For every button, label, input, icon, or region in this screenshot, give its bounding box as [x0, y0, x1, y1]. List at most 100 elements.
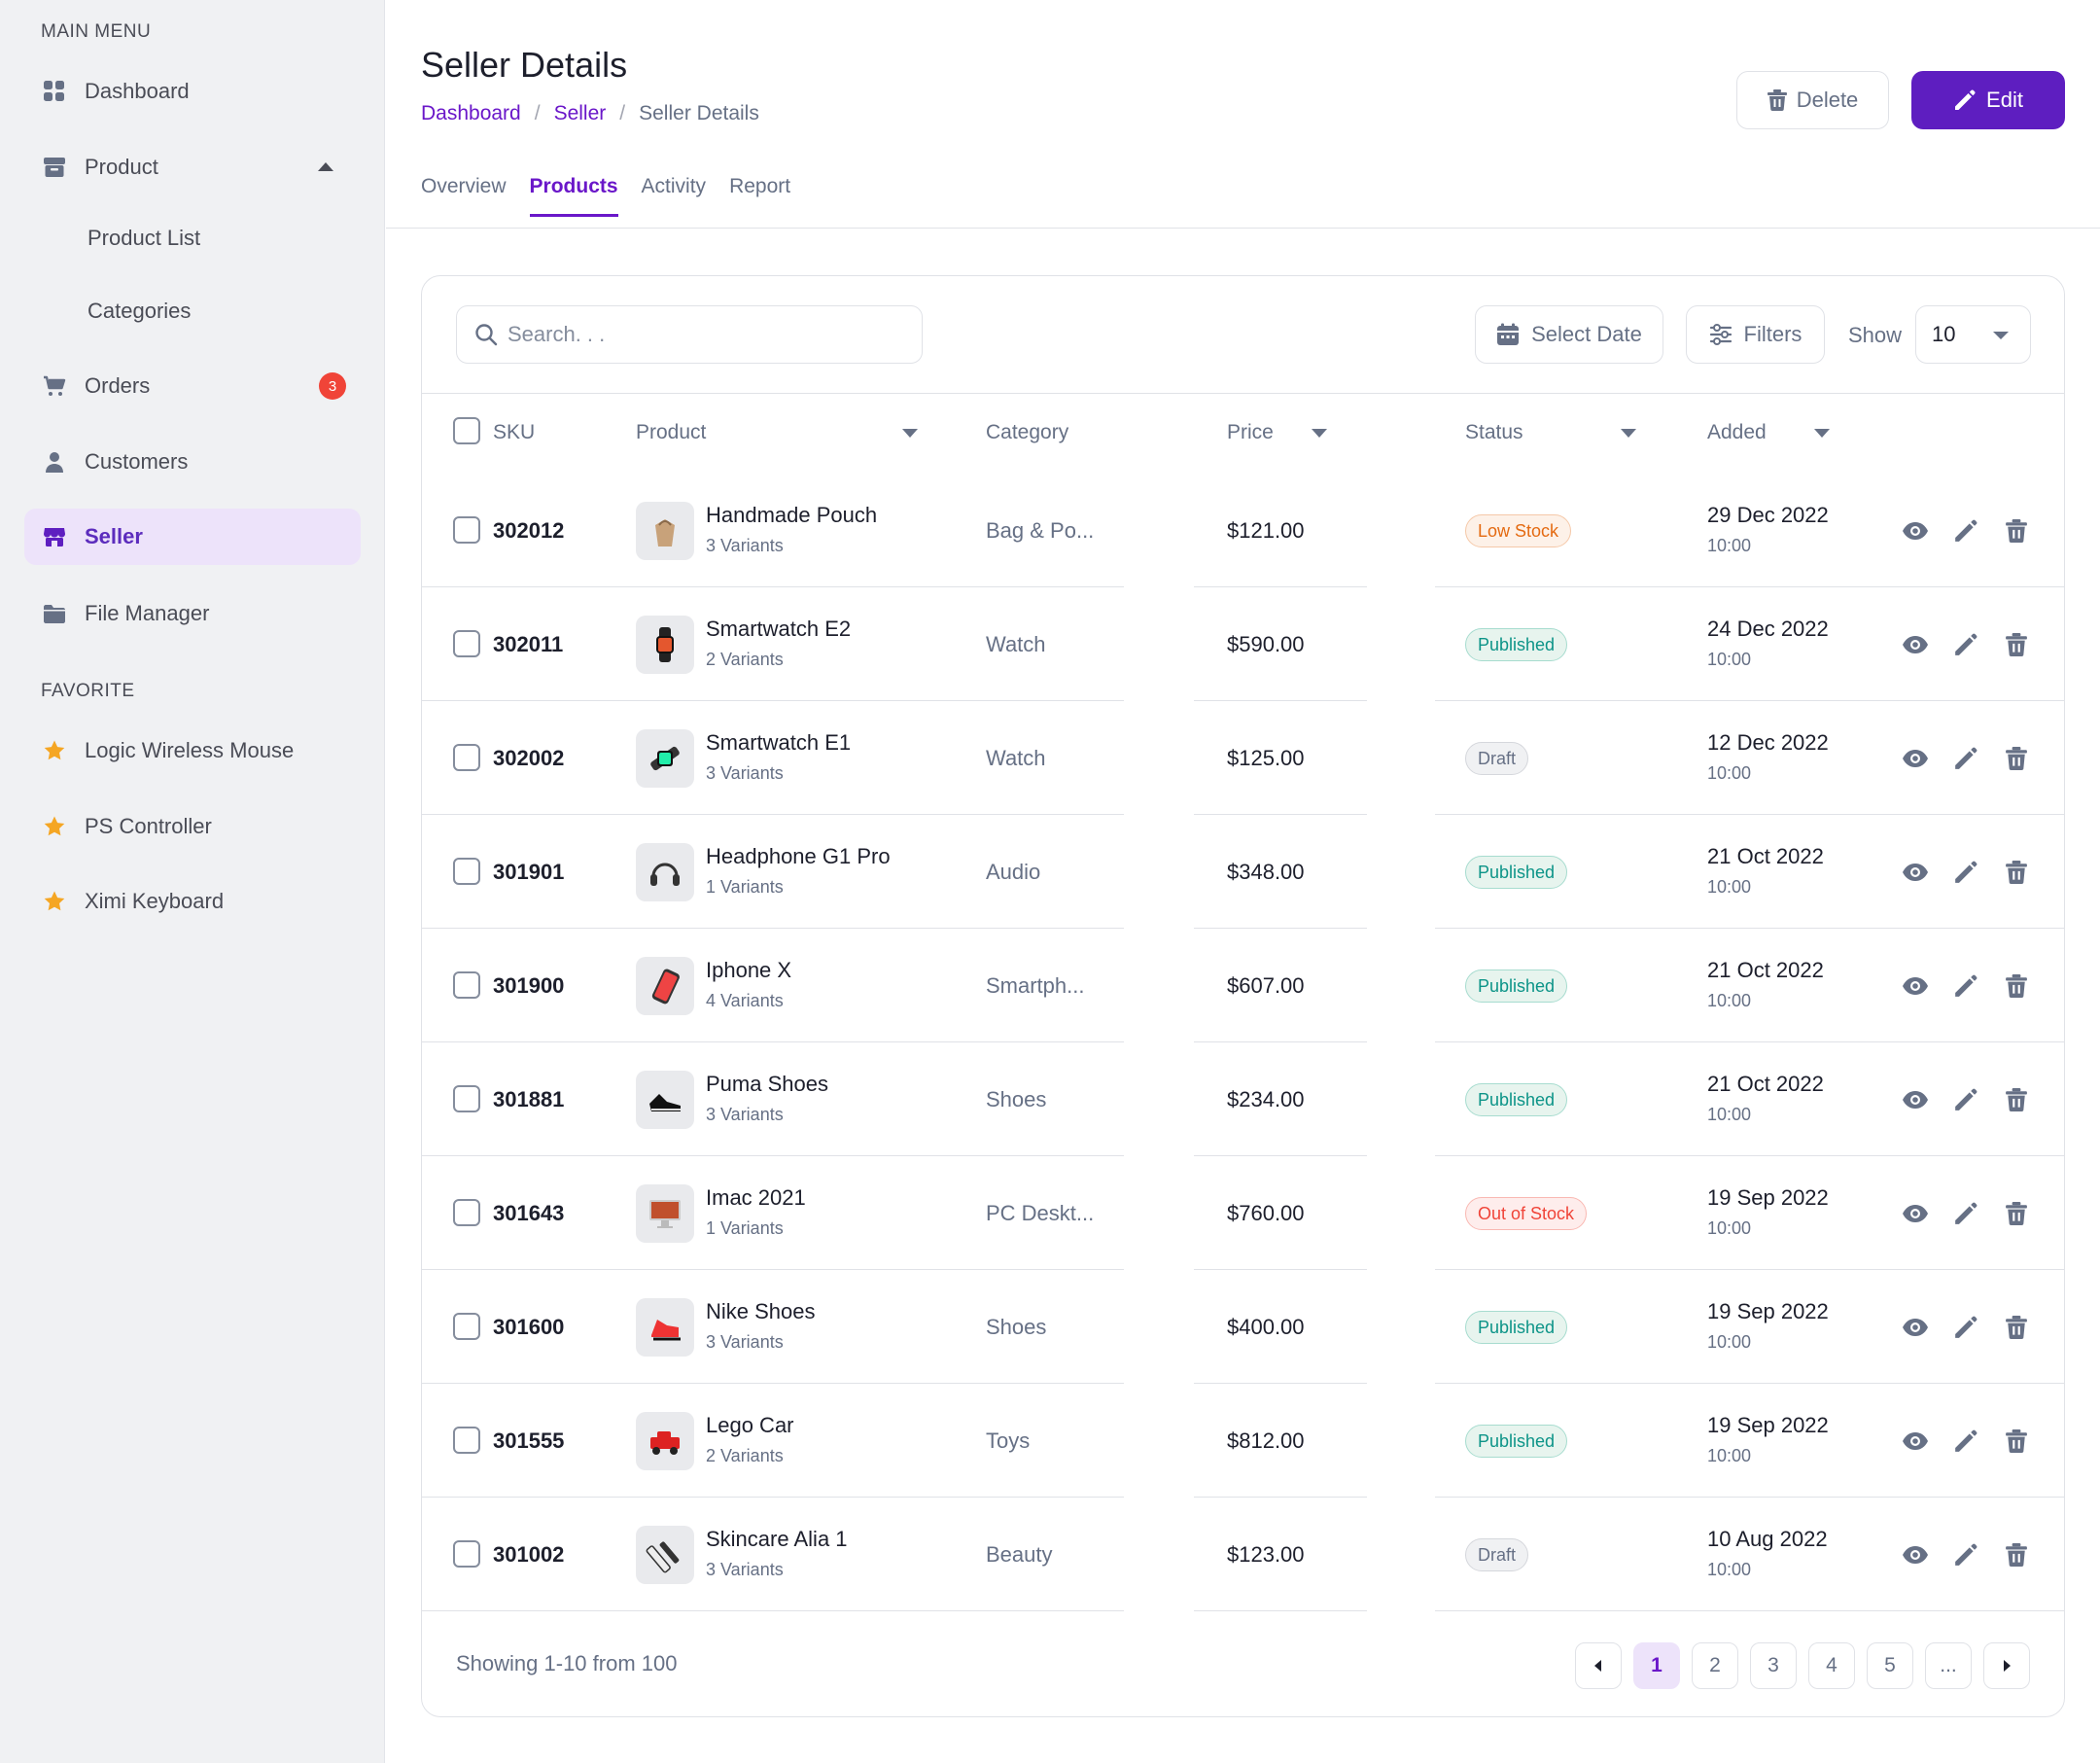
breadcrumb-seller[interactable]: Seller — [553, 102, 607, 124]
breadcrumb-dashboard[interactable]: Dashboard — [421, 102, 521, 124]
sidebar-subitem-categories[interactable]: Categories — [88, 299, 192, 323]
page-4-button[interactable]: 4 — [1808, 1642, 1855, 1689]
trash-icon[interactable] — [2001, 1539, 2032, 1570]
product-name[interactable]: Iphone X — [706, 958, 792, 982]
table-row[interactable]: 301002 Skincare Alia 1 3 Variants Beauty $12… — [422, 1498, 2064, 1611]
column-header-price[interactable]: Price — [1227, 421, 1274, 443]
trash-icon[interactable] — [2001, 857, 2032, 888]
trash-icon[interactable] — [2001, 629, 2032, 660]
eye-icon[interactable] — [1900, 1198, 1931, 1229]
eye-icon[interactable] — [1900, 857, 1931, 888]
pencil-icon[interactable] — [1950, 1084, 1981, 1115]
row-checkbox[interactable] — [453, 630, 480, 657]
pencil-icon[interactable] — [1950, 743, 1981, 774]
table-row[interactable]: 301881 Puma Shoes 3 Variants Shoes $234.00 Pu… — [422, 1042, 2064, 1156]
trash-icon[interactable] — [2001, 515, 2032, 547]
table-row[interactable]: 301600 Nike Shoes 3 Variants Shoes $400.00 Pu… — [422, 1270, 2064, 1384]
tab-overview[interactable]: Overview — [421, 175, 507, 197]
row-checkbox[interactable] — [453, 1199, 480, 1226]
trash-icon[interactable] — [2001, 1312, 2032, 1343]
page-2-button[interactable]: 2 — [1692, 1642, 1738, 1689]
eye-icon[interactable] — [1900, 970, 1931, 1002]
page-1-button[interactable]: 1 — [1633, 1642, 1680, 1689]
column-header-status[interactable]: Status — [1465, 421, 1523, 443]
trash-icon[interactable] — [2001, 1198, 2032, 1229]
pencil-icon[interactable] — [1950, 1312, 1981, 1343]
column-header-sku[interactable]: SKU — [493, 421, 536, 443]
filters-button[interactable]: Filters — [1686, 305, 1825, 364]
row-checkbox[interactable] — [453, 516, 480, 544]
sidebar-item-seller[interactable]: Seller — [24, 509, 361, 565]
column-header-category[interactable]: Category — [986, 421, 1069, 443]
page-ellipsis-button[interactable]: ... — [1925, 1642, 1972, 1689]
sort-added-icon[interactable] — [1814, 429, 1830, 438]
row-checkbox[interactable] — [453, 1085, 480, 1112]
eye-icon[interactable] — [1900, 1312, 1931, 1343]
product-name[interactable]: Skincare Alia 1 — [706, 1527, 848, 1551]
pencil-icon[interactable] — [1950, 970, 1981, 1002]
pencil-icon[interactable] — [1950, 1426, 1981, 1457]
favorite-item-ps-controller[interactable]: PS Controller — [24, 798, 361, 855]
row-checkbox[interactable] — [453, 1313, 480, 1340]
row-checkbox[interactable] — [453, 858, 480, 885]
product-name[interactable]: Headphone G1 Pro — [706, 844, 891, 868]
table-row[interactable]: 301643 Imac 2021 1 Variants PC Deskt... $760… — [422, 1156, 2064, 1270]
column-header-product[interactable]: Product — [636, 421, 707, 443]
tab-report[interactable]: Report — [729, 175, 791, 197]
product-name[interactable]: Nike Shoes — [706, 1299, 816, 1323]
next-page-button[interactable] — [1983, 1642, 2030, 1689]
product-name[interactable]: Smartwatch E2 — [706, 617, 852, 641]
row-checkbox[interactable] — [453, 1540, 480, 1568]
eye-icon[interactable] — [1900, 1084, 1931, 1115]
eye-icon[interactable] — [1900, 1426, 1931, 1457]
sidebar-item-orders[interactable]: Orders 3 — [24, 358, 361, 414]
trash-icon[interactable] — [2001, 1426, 2032, 1457]
row-checkbox[interactable] — [453, 971, 480, 999]
table-row[interactable]: 302002 Smartwatch E1 3 Variants Watch $125.0… — [422, 701, 2064, 815]
product-name[interactable]: Lego Car — [706, 1413, 794, 1437]
table-row[interactable]: 301901 Headphone G1 Pro 1 Variants Audio $34… — [422, 815, 2064, 929]
row-checkbox[interactable] — [453, 744, 480, 771]
pencil-icon[interactable] — [1950, 629, 1981, 660]
table-row[interactable]: 302011 Smartwatch E2 2 Variants Watch $590.0… — [422, 587, 2064, 701]
search-input[interactable]: Search. . . — [456, 305, 923, 364]
prev-page-button[interactable] — [1575, 1642, 1622, 1689]
column-header-added[interactable]: Added — [1707, 421, 1767, 443]
tab-products[interactable]: Products — [529, 175, 618, 217]
sidebar-item-customers[interactable]: Customers — [24, 434, 361, 490]
pencil-icon[interactable] — [1950, 515, 1981, 547]
eye-icon[interactable] — [1900, 629, 1931, 660]
edit-button[interactable]: Edit — [1911, 71, 2065, 129]
product-name[interactable]: Handmade Pouch — [706, 503, 878, 527]
page-3-button[interactable]: 3 — [1750, 1642, 1797, 1689]
pencil-icon[interactable] — [1950, 1539, 1981, 1570]
trash-icon[interactable] — [2001, 1084, 2032, 1115]
tab-activity[interactable]: Activity — [641, 175, 707, 197]
chevron-up-icon[interactable] — [318, 162, 333, 171]
trash-icon[interactable] — [2001, 743, 2032, 774]
sidebar-item-file-manager[interactable]: File Manager — [24, 585, 361, 642]
pencil-icon[interactable] — [1950, 857, 1981, 888]
sidebar-subitem-product-list[interactable]: Product List — [88, 226, 201, 250]
eye-icon[interactable] — [1900, 1539, 1931, 1570]
product-name[interactable]: Imac 2021 — [706, 1185, 806, 1210]
favorite-item-ximi-keyboard[interactable]: Ximi Keyboard — [24, 873, 361, 930]
sidebar-item-product[interactable]: Product — [24, 139, 361, 195]
rows-per-page-select[interactable]: 10 — [1915, 305, 2031, 364]
select-all-checkbox[interactable] — [453, 417, 480, 444]
sidebar-item-dashboard[interactable]: Dashboard — [24, 63, 361, 120]
page-5-button[interactable]: 5 — [1867, 1642, 1913, 1689]
product-name[interactable]: Puma Shoes — [706, 1072, 828, 1096]
table-row[interactable]: 301900 Iphone X 4 Variants Smartph... $607.0… — [422, 929, 2064, 1042]
favorite-item-logic-wireless-mouse[interactable]: Logic Wireless Mouse — [24, 723, 361, 779]
sort-price-icon[interactable] — [1312, 429, 1327, 438]
product-name[interactable]: Smartwatch E1 — [706, 730, 852, 755]
select-date-button[interactable]: Select Date — [1475, 305, 1663, 364]
trash-icon[interactable] — [2001, 970, 2032, 1002]
eye-icon[interactable] — [1900, 515, 1931, 547]
delete-button[interactable]: Delete — [1736, 71, 1889, 129]
table-row[interactable]: 302012 Handmade Pouch 3 Variants Bag & Po..… — [422, 474, 2064, 587]
sort-product-icon[interactable] — [902, 429, 918, 438]
sort-status-icon[interactable] — [1621, 429, 1636, 438]
table-row[interactable]: 301555 Lego Car 2 Variants Toys $812.00 Publi… — [422, 1384, 2064, 1498]
